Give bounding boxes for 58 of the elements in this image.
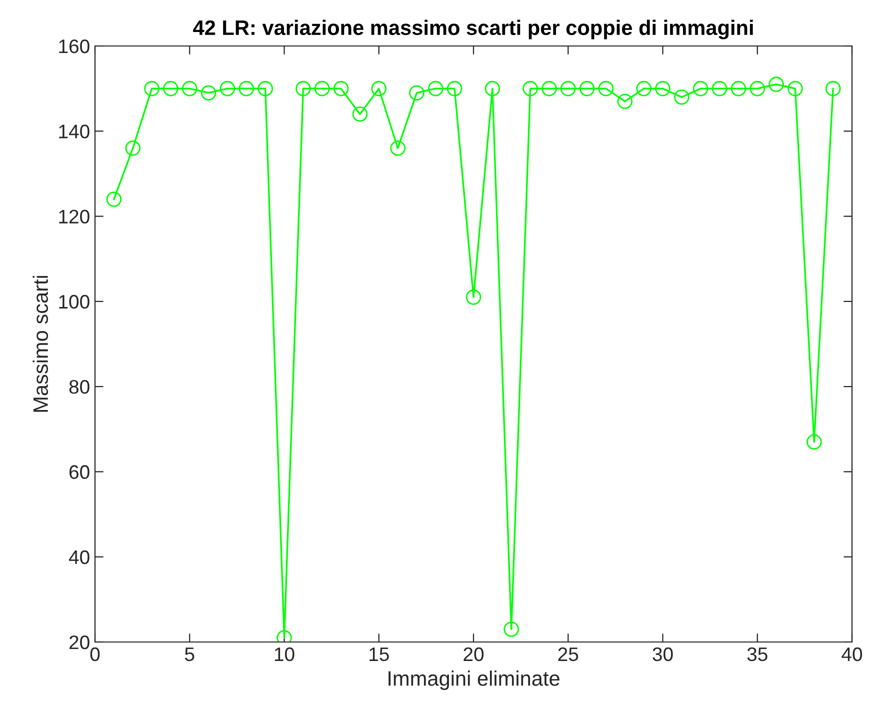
point [636,80,652,96]
point [522,80,538,96]
x-tick-label: 20 [464,647,484,662]
point [768,76,784,92]
point [144,80,160,96]
y-tick-label: 40 [68,550,90,564]
point [409,85,424,100]
point [106,192,122,207]
x-axis-title: Immagini eliminate [388,670,560,690]
y-tick-label: 140 [59,124,90,138]
x-tick-label: 15 [370,648,389,662]
point [163,80,178,96]
y-tick-label: 20 [69,635,90,650]
point [825,80,841,96]
point [560,80,576,96]
point [466,290,482,305]
point [712,80,728,96]
point [730,80,746,96]
point [352,106,368,122]
chart-title: 42 LR: variazione massimo scarti per coppie di immagini [193,20,753,40]
x-tick-label: 40 [842,647,862,662]
x-tick-label: 35 [747,647,768,662]
x-tick-label: 5 [184,648,194,662]
x-tick-label: 25 [558,647,578,662]
point [674,89,690,105]
point [788,80,803,96]
point [446,80,462,96]
y-tick-label: 120 [59,210,90,224]
point [125,140,140,156]
point [504,622,519,637]
y-tick-label: 160 [59,39,90,54]
y-axis-title: Massimo scarti [32,276,48,412]
point [182,80,198,96]
point [655,80,670,96]
point [428,80,444,96]
point [314,80,330,96]
point [220,80,236,96]
x-tick-label: 10 [274,647,294,662]
point [806,434,822,450]
point [617,94,633,109]
point [542,80,557,96]
x-tick-label: 0 [90,647,100,662]
point [296,80,311,96]
point [238,80,254,96]
point [258,80,273,96]
x-tick-label: 30 [652,647,673,662]
point [484,80,500,96]
point [200,85,216,100]
point [390,140,406,156]
point [579,80,595,96]
y-tick-label: 100 [59,294,90,309]
y-tick-label: 60 [70,465,90,479]
y-tick-label: 80 [69,380,90,394]
point [333,80,349,96]
point [598,80,614,96]
point [692,80,708,96]
point [371,80,387,96]
point [750,80,766,96]
